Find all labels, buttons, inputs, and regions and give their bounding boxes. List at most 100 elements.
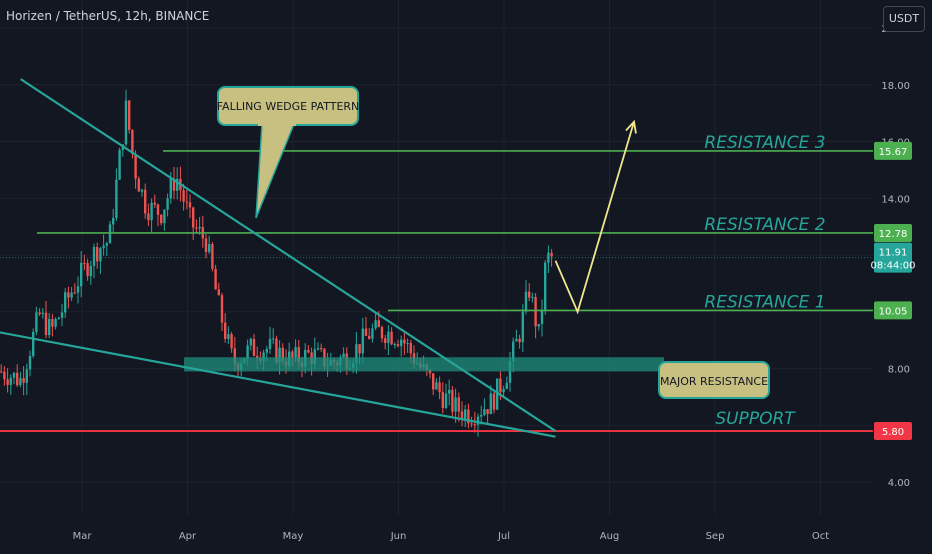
resistance-label: RESISTANCE 2 — [704, 215, 825, 235]
candle-body — [518, 338, 521, 343]
y-tick-label: 14.00 — [881, 194, 910, 205]
candle-body — [224, 322, 227, 339]
candle-body — [208, 244, 211, 253]
candle-body — [204, 238, 208, 253]
candle-body — [390, 331, 393, 345]
candle-body — [108, 224, 112, 244]
y-tick-label: 18.00 — [881, 81, 910, 92]
candle-body — [275, 338, 278, 363]
candle-body — [12, 372, 16, 378]
candle-body — [134, 153, 137, 179]
candle-body — [22, 378, 25, 383]
candle-body — [89, 265, 92, 277]
resistance-price-label: 10.05 — [879, 306, 908, 317]
candle-body — [96, 247, 99, 262]
candle-body — [432, 373, 435, 390]
candle-body — [448, 389, 451, 394]
pattern-callout-pointer — [255, 123, 296, 219]
candle-body — [547, 252, 550, 263]
candle-body — [393, 344, 396, 346]
candle-body — [486, 409, 489, 415]
candle-body — [451, 389, 454, 412]
candle-body — [483, 409, 486, 415]
support-label: SUPPORT — [715, 409, 796, 429]
candle-body — [188, 202, 192, 208]
candle-body — [131, 130, 134, 154]
candle-body — [86, 263, 89, 277]
candle-body — [54, 319, 57, 327]
candle-body — [6, 379, 9, 385]
candle-body — [396, 344, 400, 347]
candle-body — [51, 319, 54, 327]
candle-body — [384, 338, 387, 344]
candle-body — [227, 334, 230, 339]
candle-body — [457, 397, 460, 412]
candle-body — [19, 378, 22, 386]
candle-body — [294, 347, 297, 358]
pattern-label: FALLING WEDGE PATTERN — [217, 100, 360, 113]
candle-body — [67, 292, 70, 298]
candle-body — [400, 339, 403, 347]
candle-body — [512, 341, 515, 362]
candle-body — [320, 348, 323, 350]
candle-body — [368, 335, 371, 339]
candle-body — [118, 149, 121, 180]
candle-body — [358, 344, 361, 354]
resistance-price-tag — [874, 301, 912, 320]
candle-body — [83, 262, 86, 264]
candle-body — [521, 311, 524, 343]
x-tick-label: Sep — [706, 531, 725, 542]
x-tick-label: Jun — [390, 531, 407, 542]
candle-body — [16, 372, 19, 386]
candle-body — [211, 244, 214, 269]
candle-body — [473, 424, 476, 426]
candle-body — [435, 382, 438, 390]
candle-body — [480, 414, 483, 417]
candle-body — [169, 178, 172, 199]
candle-body — [233, 348, 236, 364]
currency-button[interactable]: USDT — [883, 6, 925, 32]
resistance-price-tag — [874, 141, 912, 160]
current-price-tag — [874, 242, 912, 273]
resistance-price-label: 15.67 — [879, 147, 908, 158]
candle-body — [163, 209, 166, 224]
candle-body — [57, 317, 60, 320]
y-tick-label: 8.00 — [888, 365, 910, 376]
candle-body — [364, 328, 368, 336]
candle-body — [115, 179, 118, 218]
candle-body — [41, 312, 44, 315]
candle-body — [313, 349, 316, 364]
candle-body — [537, 323, 540, 327]
candle-body — [172, 178, 176, 191]
candle-body — [102, 245, 105, 249]
candle-body — [281, 347, 284, 362]
candle-body — [150, 202, 153, 221]
candle-body — [502, 388, 505, 393]
candle-body — [409, 342, 412, 354]
candle-body — [25, 369, 28, 383]
candle-body — [454, 397, 457, 412]
x-tick-label: Mar — [73, 531, 93, 542]
candle-body — [438, 382, 441, 393]
x-tick-label: Jul — [497, 531, 510, 542]
candle-body — [265, 348, 268, 353]
wedge-upper-line — [20, 78, 557, 432]
support-price-label: 5.80 — [882, 427, 904, 438]
candle-body — [476, 416, 480, 425]
projection-arrow-head — [625, 119, 637, 134]
projection-arrow-line — [554, 121, 635, 315]
candle-body — [112, 217, 115, 225]
candle-body — [156, 204, 160, 215]
candle-body — [531, 296, 534, 298]
candle-body — [9, 377, 12, 385]
candle-body — [467, 409, 470, 424]
candle-body — [297, 347, 300, 363]
candle-body — [32, 332, 35, 356]
candle-body — [70, 292, 73, 298]
candle-body — [64, 292, 67, 313]
candle-body — [316, 348, 320, 350]
resistance-price-label: 12.78 — [879, 229, 908, 240]
candle-body — [380, 327, 384, 339]
